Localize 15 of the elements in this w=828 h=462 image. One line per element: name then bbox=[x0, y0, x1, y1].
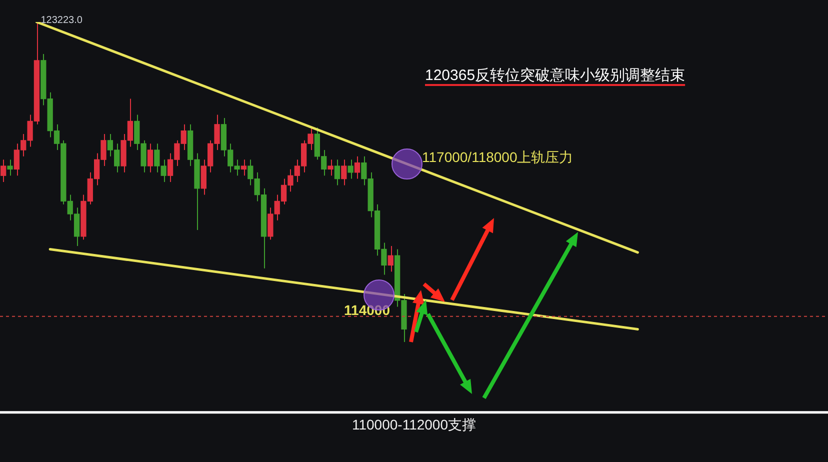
candlestick bbox=[240, 159, 247, 176]
candlestick bbox=[348, 159, 354, 180]
annotation: 117000/118000上轨压力 bbox=[422, 148, 574, 165]
ref-line-label: 110000-112000支撑 bbox=[352, 416, 476, 432]
candlestick bbox=[328, 159, 334, 176]
candlestick bbox=[341, 159, 347, 186]
candlestick bbox=[147, 143, 154, 173]
candlestick bbox=[0, 159, 6, 182]
candlestick bbox=[388, 246, 394, 272]
candlestick bbox=[354, 156, 360, 180]
annotation: 114000 bbox=[344, 302, 390, 318]
candlestick bbox=[7, 159, 13, 176]
annotation: 123223.0 bbox=[40, 14, 83, 26]
candlestick bbox=[334, 159, 340, 186]
annotation: 120365反转位突破意味小级别调整结束 bbox=[425, 66, 686, 85]
